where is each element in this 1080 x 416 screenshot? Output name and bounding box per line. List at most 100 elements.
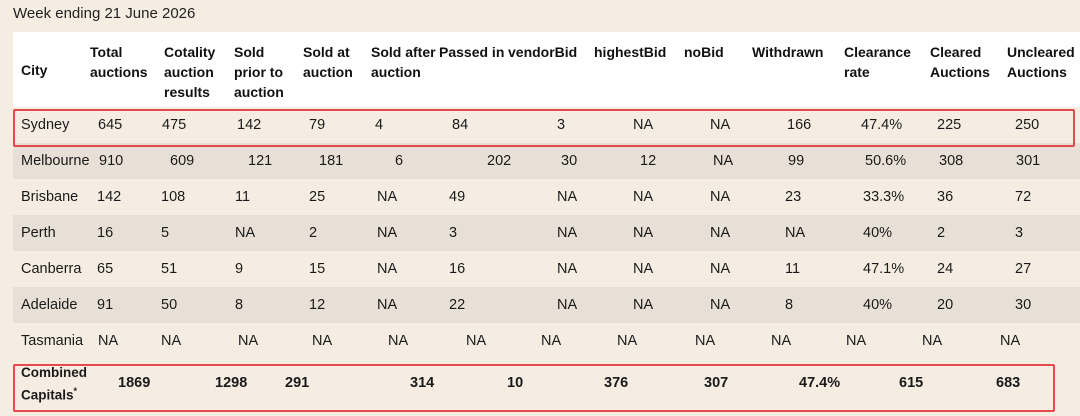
value-cell: NA: [235, 225, 256, 241]
column-header: noBid: [684, 44, 724, 60]
value-cell: 36: [937, 189, 954, 205]
value-cell: NA: [312, 333, 333, 349]
value-cell: 40%: [863, 225, 893, 241]
value-cell: 47.4%: [861, 117, 903, 133]
value-cell: 20: [937, 297, 954, 313]
combined-capitals-row: Combined Capitals* 1869 1298 291 314 10 376 30…: [13, 359, 1080, 411]
value-cell: 30: [1015, 297, 1032, 313]
value-cell: NA: [771, 333, 792, 349]
value-cell: 22: [449, 297, 466, 313]
value-cell: NA: [710, 117, 731, 133]
value-cell: NA: [617, 333, 638, 349]
value-cell: 27: [1015, 261, 1032, 277]
value-cell: 250: [1015, 117, 1040, 133]
value-cell: 6: [395, 153, 404, 169]
value-cell: 65: [97, 261, 114, 277]
value-cell: 79: [309, 117, 326, 133]
value-cell: 9: [235, 261, 244, 277]
value-cell: NA: [377, 189, 398, 205]
value-cell: NA: [695, 333, 716, 349]
footnote-mark: *: [73, 386, 78, 396]
value-cell: 475: [162, 117, 187, 133]
value-cell: NA: [710, 189, 731, 205]
table-row: Perth 16 5 NA 2 NA 3 NA NA NA NA 40% 2 3: [13, 215, 1080, 251]
column-header: Cotality auction results: [164, 44, 216, 100]
city-cell: Perth: [21, 225, 56, 241]
value-cell: NA: [377, 225, 398, 241]
value-cell: 33.3%: [863, 189, 905, 205]
value-cell: 12: [640, 153, 657, 169]
value-cell: NA: [388, 333, 409, 349]
value-cell: 24: [937, 261, 954, 277]
table-body: Sydney 645 475 142 79 4 84 3 NA NA 166 47.4% 225 250 M…: [13, 107, 1080, 359]
value-cell: 12: [309, 297, 326, 313]
value-cell: 15: [309, 261, 326, 277]
column-header: Sold prior to auction: [234, 44, 284, 100]
combined-label-line1: Combined: [21, 365, 87, 380]
table-row: Canberra 65 51 9 15 NA 16 NA NA NA 11 47.1% 24 27: [13, 251, 1080, 287]
city-cell: Melbourne: [21, 153, 90, 169]
value-cell: NA: [238, 333, 259, 349]
value-cell: NA: [1000, 333, 1021, 349]
combined-value-cell: 683: [996, 375, 1021, 391]
value-cell: 3: [557, 117, 566, 133]
value-cell: 5: [161, 225, 170, 241]
combined-value-cell: 307: [704, 375, 729, 391]
value-cell: 645: [98, 117, 123, 133]
value-cell: 225: [937, 117, 962, 133]
value-cell: NA: [710, 261, 731, 277]
value-cell: 47.1%: [863, 261, 905, 277]
column-header: highestBid: [594, 44, 667, 60]
column-header: vendorBid: [508, 44, 578, 60]
value-cell: 23: [785, 189, 802, 205]
value-cell: 301: [1016, 153, 1041, 169]
value-cell: NA: [557, 297, 578, 313]
city-cell: Canberra: [21, 261, 82, 277]
value-cell: NA: [710, 225, 731, 241]
value-cell: NA: [710, 297, 731, 313]
column-header: Withdrawn: [752, 44, 824, 60]
value-cell: 2: [937, 225, 946, 241]
combined-capitals-label: Combined Capitals*: [21, 364, 87, 405]
combined-value-cell: 291: [285, 375, 310, 391]
value-cell: 72: [1015, 189, 1032, 205]
value-cell: 8: [785, 297, 794, 313]
value-cell: 4: [375, 117, 384, 133]
value-cell: NA: [557, 189, 578, 205]
value-cell: NA: [785, 225, 806, 241]
city-cell: Adelaide: [21, 297, 78, 313]
combined-value-cell: 376: [604, 375, 629, 391]
column-header: City: [21, 62, 48, 78]
column-header: Cleared Auctions: [930, 44, 990, 80]
value-cell: NA: [633, 261, 654, 277]
column-header: Uncleared Auctions: [1007, 44, 1075, 80]
value-cell: 49: [449, 189, 466, 205]
table-row: Tasmania NA NA NA NA NA NA NA NA NA NA NA NA NA: [13, 323, 1080, 359]
auction-results-table: City Total auctions Cotality auction resul…: [13, 32, 1080, 411]
value-cell: 50: [161, 297, 178, 313]
value-cell: NA: [633, 117, 654, 133]
value-cell: NA: [633, 297, 654, 313]
combined-value-cell: 615: [899, 375, 924, 391]
table-caption: Week ending 21 June 2026: [13, 5, 196, 22]
value-cell: NA: [541, 333, 562, 349]
value-cell: 11: [235, 189, 251, 205]
table-row: Adelaide 91 50 8 12 NA 22 NA NA NA 8 40% 20 30: [13, 287, 1080, 323]
column-header: Clearance rate: [844, 44, 911, 80]
value-cell: NA: [466, 333, 487, 349]
value-cell: 202: [487, 153, 512, 169]
value-cell: NA: [922, 333, 943, 349]
value-cell: 91: [97, 297, 114, 313]
value-cell: 84: [452, 117, 469, 133]
table-row: Melbourne 910 609 121 181 6 202 30 12 NA 99 50.6% 30…: [13, 143, 1080, 179]
value-cell: 3: [1015, 225, 1024, 241]
value-cell: 99: [788, 153, 805, 169]
column-header: Sold at auction: [303, 44, 353, 80]
value-cell: 16: [449, 261, 466, 277]
value-cell: NA: [557, 225, 578, 241]
value-cell: 121: [248, 153, 273, 169]
value-cell: NA: [633, 225, 654, 241]
table-header-row: City Total auctions Cotality auction resul…: [13, 32, 1080, 107]
value-cell: 40%: [863, 297, 893, 313]
value-cell: 142: [97, 189, 122, 205]
